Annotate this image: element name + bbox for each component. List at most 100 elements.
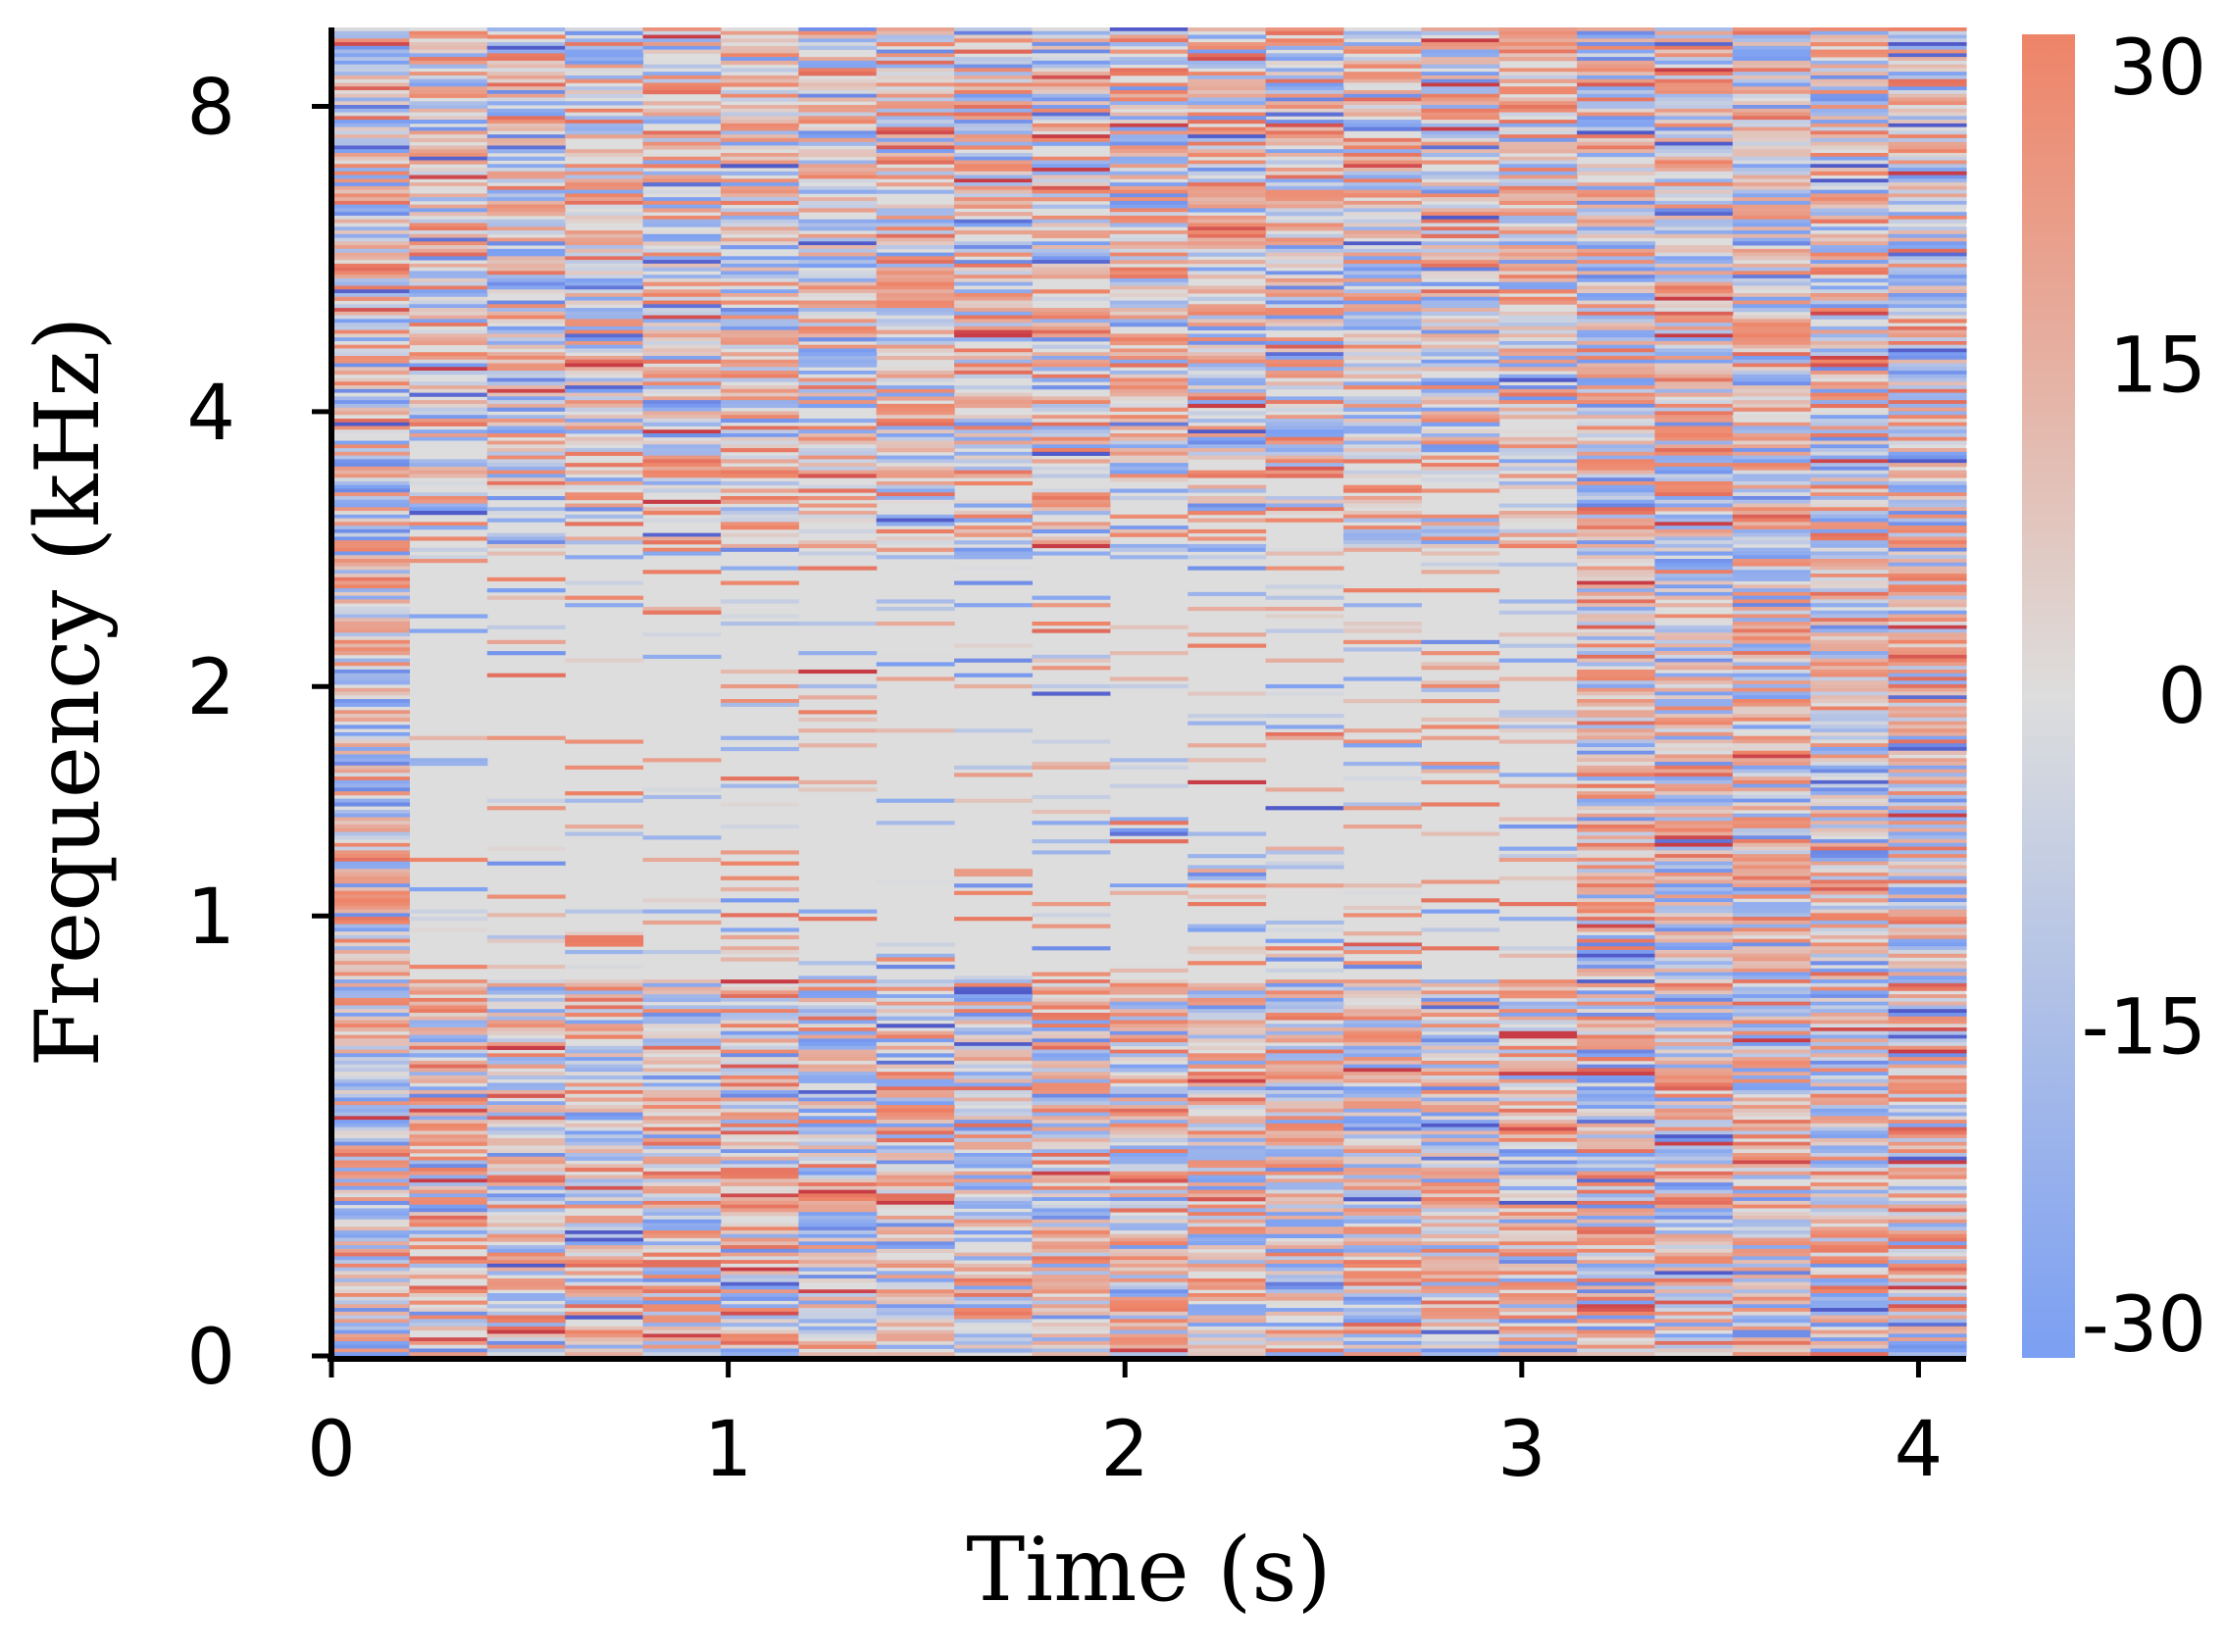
- heatmap-cell: [1577, 1038, 1656, 1043]
- heatmap-cell: [565, 49, 644, 54]
- heatmap-cell: [1810, 484, 1890, 489]
- heatmap-cell: [331, 208, 410, 213]
- heatmap-cell: [1498, 1030, 1578, 1035]
- heatmap-cell: [409, 403, 488, 409]
- heatmap-cell: [1498, 208, 1578, 213]
- heatmap-cell: [1732, 680, 1811, 685]
- heatmap-cell: [1577, 879, 1656, 884]
- heatmap-cell: [954, 116, 1034, 121]
- heatmap-cell: [1109, 1245, 1189, 1250]
- heatmap-cell: [1810, 477, 1890, 482]
- heatmap-cell: [1421, 134, 1500, 139]
- heatmap-cell: [1810, 433, 1890, 438]
- heatmap-cell: [876, 112, 955, 117]
- heatmap-cell: [876, 1200, 955, 1206]
- heatmap-cell: [1109, 208, 1189, 213]
- heatmap-cell: [486, 986, 566, 991]
- heatmap-cell: [1577, 566, 1656, 571]
- heatmap-cell: [1032, 551, 1111, 556]
- heatmap-cell: [1888, 49, 1967, 54]
- heatmap-cell: [876, 484, 955, 489]
- heatmap-cell: [1810, 480, 1890, 486]
- heatmap-cell: [1654, 603, 1734, 608]
- heatmap-cell: [798, 1020, 878, 1025]
- heatmap-cell: [565, 426, 644, 430]
- heatmap-cell: [565, 72, 644, 76]
- heatmap-cell: [1732, 1090, 1811, 1095]
- heatmap-cell: [1342, 997, 1422, 1003]
- heatmap-cell: [798, 1156, 878, 1161]
- heatmap-cell: [1654, 651, 1734, 656]
- heatmap-cell: [409, 226, 488, 231]
- heatmap-cell: [1654, 480, 1734, 486]
- heatmap-cell: [798, 208, 878, 213]
- heatmap-cell: [1032, 739, 1111, 744]
- heatmap-cell: [1810, 1252, 1890, 1257]
- heatmap-cell: [876, 957, 955, 962]
- heatmap-cell: [1421, 1126, 1500, 1131]
- heatmap-cell: [1654, 779, 1734, 784]
- heatmap-cell: [1342, 1252, 1422, 1257]
- heatmap-cell: [954, 466, 1034, 472]
- heatmap-cell: [1888, 30, 1967, 35]
- heatmap-cell: [1498, 97, 1578, 102]
- heatmap-cell: [1342, 1182, 1422, 1187]
- heatmap-cell: [1577, 942, 1656, 947]
- heatmap-cell: [1188, 1178, 1267, 1183]
- heatmap-cell: [486, 304, 566, 309]
- heatmap-cell: [409, 1086, 488, 1091]
- heatmap-cell: [1732, 603, 1811, 608]
- heatmap-cell: [1810, 1149, 1890, 1154]
- heatmap-cell: [1342, 141, 1422, 146]
- heatmap-cell: [1498, 53, 1578, 58]
- heatmap-cell: [1732, 219, 1811, 224]
- heatmap-cell: [642, 1012, 722, 1018]
- heatmap-cell: [409, 219, 488, 224]
- heatmap-cell: [1577, 1101, 1656, 1106]
- heatmap-cell: [1577, 721, 1656, 726]
- heatmap-cell: [1577, 474, 1656, 478]
- heatmap-cell: [720, 514, 799, 519]
- heatmap-cell: [1188, 1034, 1267, 1039]
- heatmap-cell: [1654, 348, 1734, 353]
- heatmap-cell: [954, 293, 1034, 298]
- heatmap-cell: [1342, 931, 1422, 936]
- heatmap-cell: [1498, 717, 1578, 723]
- heatmap-cell: [1421, 352, 1500, 357]
- heatmap-cell: [720, 1005, 799, 1010]
- heatmap-cell: [1342, 448, 1422, 453]
- heatmap-cell: [1265, 658, 1344, 663]
- heatmap-cell: [409, 137, 488, 143]
- heatmap-cell: [1654, 886, 1734, 892]
- heatmap-cell: [409, 1075, 488, 1080]
- heatmap-cell: [409, 1123, 488, 1128]
- heatmap-cell: [331, 584, 410, 589]
- heatmap-cell: [1577, 898, 1656, 903]
- heatmap-cell: [1109, 363, 1189, 368]
- heatmap-cell: [1732, 325, 1811, 331]
- heatmap-cell: [1888, 536, 1967, 541]
- heatmap-cell: [1188, 352, 1267, 357]
- heatmap-cell: [1188, 872, 1267, 877]
- heatmap-cell: [1888, 311, 1967, 316]
- heatmap-cell: [642, 381, 722, 386]
- heatmap-cell: [1732, 625, 1811, 629]
- heatmap-cell: [331, 325, 410, 331]
- heatmap-cell: [1109, 137, 1189, 143]
- heatmap-cell: [876, 34, 955, 39]
- heatmap-cell: [1732, 433, 1811, 438]
- heatmap-cell: [1810, 1034, 1890, 1039]
- heatmap-cell: [1654, 949, 1734, 955]
- heatmap-cell: [331, 392, 410, 397]
- heatmap-cell: [1109, 1078, 1189, 1083]
- heatmap-cell: [486, 1093, 566, 1098]
- heatmap-cell: [642, 1090, 722, 1095]
- heatmap-cell: [1732, 267, 1811, 272]
- heatmap-cell: [1032, 75, 1111, 80]
- heatmap-cell: [1265, 1185, 1344, 1191]
- heatmap-cell: [486, 588, 566, 593]
- heatmap-cell: [1810, 470, 1890, 475]
- heatmap-cell: [1654, 1230, 1734, 1235]
- heatmap-cell: [1342, 208, 1422, 213]
- heatmap-cell: [1421, 1123, 1500, 1128]
